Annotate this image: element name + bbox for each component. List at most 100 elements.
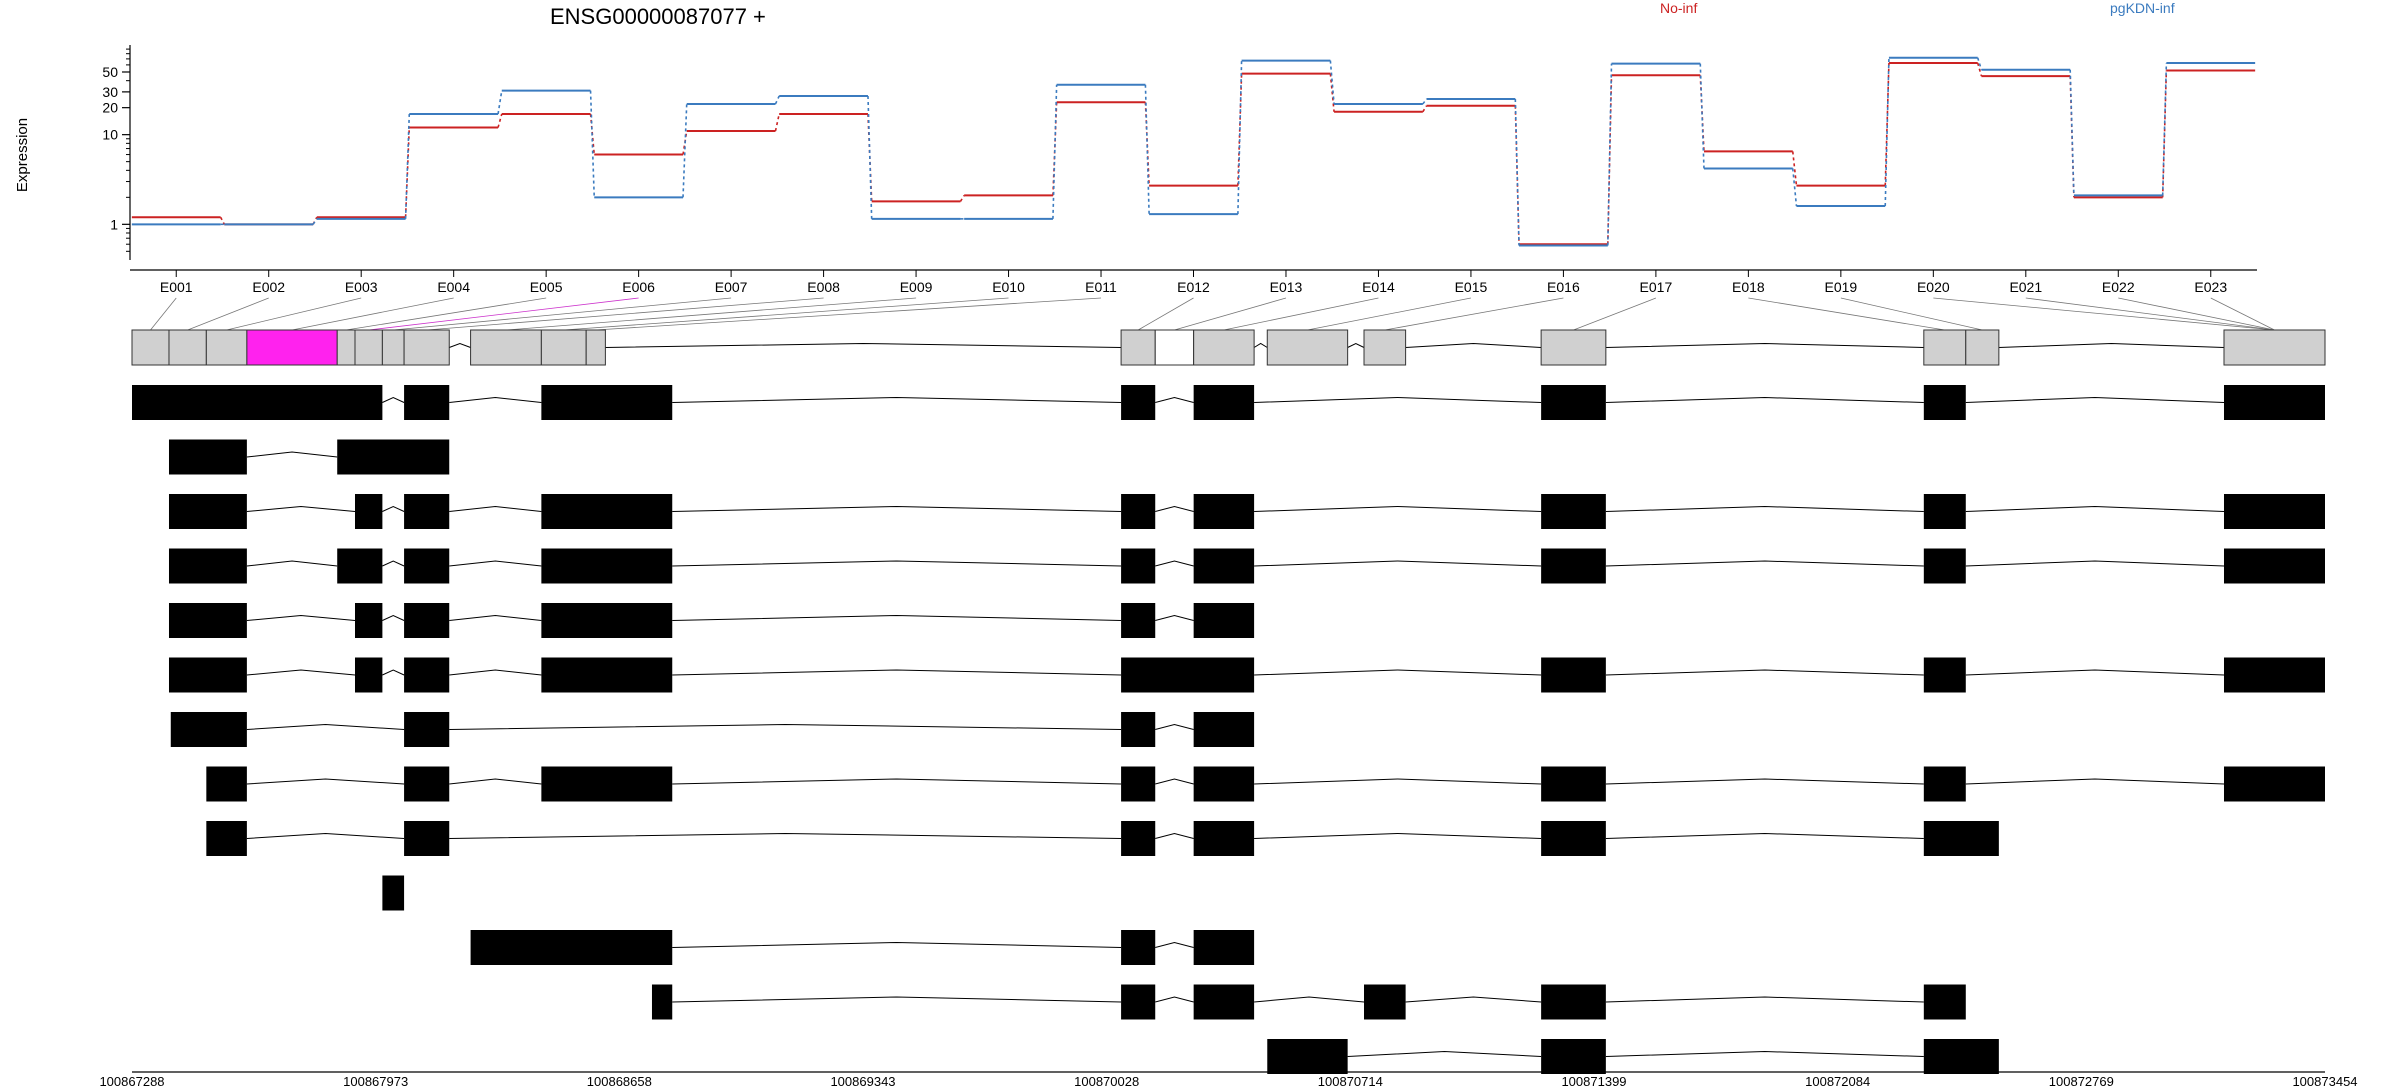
transcript-intron bbox=[382, 396, 405, 403]
exon-connector bbox=[187, 297, 269, 331]
gene-model-exon bbox=[1120, 329, 1156, 366]
transcript-intron bbox=[382, 614, 405, 621]
transcript-exon bbox=[337, 439, 450, 475]
series-connector bbox=[1514, 105, 1520, 245]
exon-connector bbox=[1174, 297, 1287, 331]
exon-connector bbox=[2210, 297, 2275, 331]
y-tick-label: 50 bbox=[102, 64, 118, 80]
transcript-intron bbox=[449, 614, 542, 621]
transcript-exon bbox=[2223, 385, 2325, 420]
series-connector bbox=[1329, 60, 1335, 105]
transcript-exon bbox=[1923, 984, 1966, 1020]
exon-label: E006 bbox=[622, 279, 655, 295]
transcript-intron bbox=[1254, 996, 1365, 1003]
transcript-exon bbox=[404, 657, 450, 693]
gene-model-intron bbox=[605, 342, 1122, 348]
gene-model-exon bbox=[1923, 329, 1967, 366]
gene-model-exon bbox=[1540, 329, 1607, 366]
gene-model-exon bbox=[585, 329, 606, 366]
exon-connector bbox=[563, 297, 1009, 331]
gene-model-exon bbox=[403, 329, 450, 366]
coord-tick-label: 100867288 bbox=[99, 1074, 164, 1089]
transcript-intron bbox=[672, 560, 1122, 567]
exon-label: E016 bbox=[1547, 279, 1580, 295]
transcript-intron bbox=[1605, 396, 1924, 403]
exon-label: E007 bbox=[715, 279, 748, 295]
series-connector bbox=[1607, 63, 1613, 246]
gene-model-exon bbox=[2223, 329, 2326, 366]
series-connector bbox=[1514, 98, 1520, 246]
transcript-exon bbox=[1541, 821, 1606, 856]
transcript-exon bbox=[1923, 821, 1999, 856]
series-connector bbox=[1144, 84, 1150, 215]
transcript-intron bbox=[1155, 996, 1194, 1003]
transcript-intron bbox=[1155, 723, 1194, 730]
exon-connector bbox=[393, 297, 732, 331]
transcript-exon bbox=[354, 603, 383, 638]
transcript-exon bbox=[1121, 548, 1156, 584]
transcript-exon bbox=[168, 657, 247, 693]
exon-connector bbox=[1384, 297, 1564, 331]
transcript-intron bbox=[1254, 560, 1542, 567]
transcript-exon bbox=[651, 984, 673, 1020]
exon-connectors bbox=[150, 297, 2275, 331]
exon-label: E017 bbox=[1640, 279, 1673, 295]
series-connector bbox=[1052, 84, 1058, 219]
chart-title: ENSG00000087077 + bbox=[550, 4, 766, 29]
gene-model-intron bbox=[449, 342, 471, 348]
transcript-exon bbox=[1541, 984, 1606, 1020]
series-connector bbox=[1976, 57, 1983, 70]
transcript-intron bbox=[1155, 778, 1194, 785]
transcript-exon bbox=[1923, 657, 1966, 693]
exon-connector bbox=[1840, 297, 1983, 331]
transcript-intron bbox=[449, 560, 542, 567]
transcript-exon bbox=[1121, 385, 1156, 420]
coord-tick-label: 100867973 bbox=[343, 1074, 408, 1089]
series-connector bbox=[1884, 57, 1890, 207]
transcript-exon bbox=[1267, 1039, 1348, 1074]
transcript-intron bbox=[1254, 669, 1542, 676]
series-connector bbox=[2161, 62, 2168, 196]
exon-connector bbox=[346, 297, 547, 331]
gene-model-exon bbox=[1154, 329, 1195, 366]
transcript-exon bbox=[1923, 1039, 1999, 1074]
transcript-intron bbox=[672, 396, 1122, 403]
exon-label: E013 bbox=[1270, 279, 1303, 295]
transcript-intron bbox=[449, 832, 1122, 839]
exon-connector bbox=[368, 297, 639, 331]
legend-entry-pgkdn-inf: pgKDN-inf bbox=[2110, 0, 2175, 16]
transcript-row bbox=[168, 548, 2325, 584]
gene-model-exon bbox=[540, 329, 587, 366]
exon-connector bbox=[505, 297, 917, 331]
exon-connector bbox=[291, 297, 454, 331]
transcript-intron bbox=[1254, 778, 1542, 785]
transcript-exon bbox=[541, 603, 673, 638]
series-connector bbox=[774, 113, 780, 132]
transcript-intron bbox=[672, 778, 1122, 785]
gene-model-exon bbox=[168, 329, 207, 366]
transcript-intron bbox=[382, 560, 405, 567]
y-tick-label: 30 bbox=[102, 84, 118, 100]
transcript-intron bbox=[246, 778, 405, 785]
transcript-intron bbox=[1965, 505, 2225, 512]
series-connector bbox=[1699, 63, 1705, 169]
transcript-exon bbox=[1541, 385, 1606, 420]
transcript-exon bbox=[1193, 494, 1255, 529]
transcript-exon bbox=[541, 657, 673, 693]
series-connector bbox=[497, 90, 503, 115]
gene-model-exon bbox=[1363, 329, 1407, 366]
exon-connector bbox=[150, 297, 177, 331]
exon-label: E001 bbox=[160, 279, 193, 295]
gene-model-intron bbox=[1347, 342, 1365, 348]
transcript-exon bbox=[1193, 712, 1255, 747]
exon-label: E010 bbox=[992, 279, 1025, 295]
transcripts bbox=[132, 385, 2325, 1074]
series-pgkdn-inf bbox=[131, 56, 2256, 247]
transcript-exon bbox=[1121, 821, 1156, 856]
transcript-intron bbox=[382, 505, 405, 512]
transcript-exon bbox=[1923, 766, 1966, 802]
transcript-intron bbox=[1347, 1050, 1542, 1057]
series-connector bbox=[959, 195, 965, 202]
transcript-intron bbox=[246, 832, 405, 839]
